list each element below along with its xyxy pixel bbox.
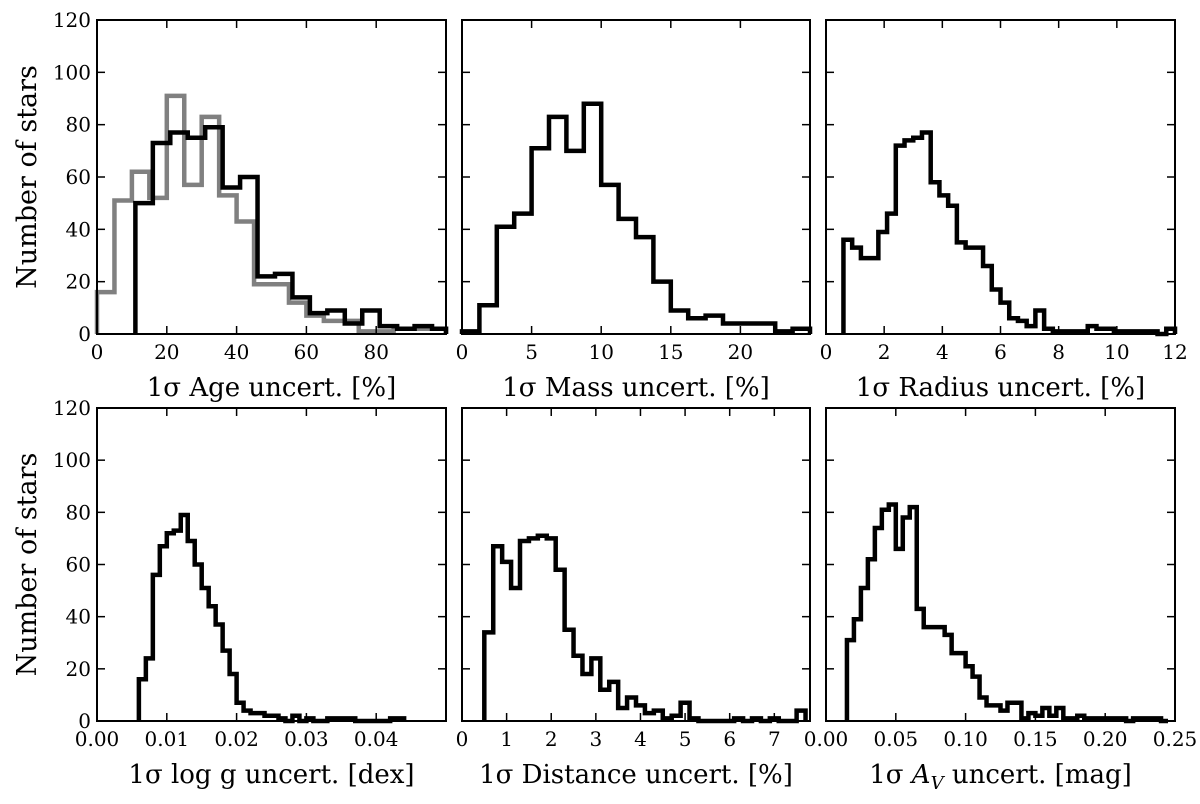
panel-2: 0 5 10 15 20 1σ Mass uncert. [%] (456, 19, 813, 403)
y-tick-label: 20 (66, 270, 91, 294)
x-axis-label: 1σ Mass uncert. [%] (502, 373, 769, 403)
x-tick-label: 80 (363, 340, 388, 364)
y-tick-label: 60 (66, 165, 91, 189)
x-tick-label: 0.04 (354, 727, 399, 751)
histogram-series-1 (94, 93, 449, 334)
axes-frame (461, 19, 811, 335)
x-tick-label: 20 (154, 340, 179, 364)
y-axis-label: Number of stars (12, 65, 43, 289)
x-tick-label: 0.00 (804, 727, 849, 751)
x-tick-label: 40 (224, 340, 249, 364)
panel-5: 0 1 2 3 4 5 6 7 1σ Distance uncert. [%] (456, 407, 811, 790)
x-tick-label: 0.01 (145, 727, 190, 751)
x-tick-label: 0 (820, 340, 833, 364)
x-tick-label: 5 (679, 727, 692, 751)
x-tick-label: 3 (589, 727, 602, 751)
x-tick-label: 0 (91, 340, 104, 364)
y-axis-label: Number of stars (12, 453, 43, 677)
y-tick-label: 100 (53, 60, 91, 84)
axes-frame (96, 407, 447, 722)
x-tick-label: 0.00 (75, 727, 120, 751)
x-tick-label: 4 (634, 727, 647, 751)
x-axis-label: 1σ Age uncert. [%] (147, 373, 396, 403)
x-tick-label: 10 (588, 340, 613, 364)
x-tick-label: 0.03 (284, 727, 329, 751)
y-tick-label: 80 (66, 500, 91, 524)
x-axis-label: 1σ log g uncert. [dex] (128, 760, 414, 790)
y-tick-label: 0 (78, 322, 91, 346)
y-tick-label: 120 (53, 396, 91, 420)
x-tick-label: 6 (994, 340, 1007, 364)
histogram-series-2 (133, 125, 449, 334)
x-tick-label: 0.20 (1083, 727, 1128, 751)
x-tick-label: 0.15 (1013, 727, 1058, 751)
histogram-series-1 (136, 512, 407, 724)
histogram-series-1 (459, 101, 813, 334)
x-tick-label: 5 (525, 340, 538, 364)
y-tick-label: 0 (78, 709, 91, 733)
x-tick-label: 0 (456, 727, 469, 751)
x-tick-label: 0.25 (1153, 727, 1198, 751)
panel-6: 0.00 0.05 0.10 0.15 0.20 0.25 1σ AV uncert. [m… (804, 407, 1198, 794)
x-tick-label: 8 (1052, 340, 1065, 364)
x-tick-label: 6 (723, 727, 736, 751)
panel-3: 0 2 4 6 8 10 12 1σ Radius uncert. [%] (820, 19, 1188, 403)
x-axis-label: 1σ Radius uncert. [%] (856, 373, 1145, 403)
y-tick-label: 40 (66, 605, 91, 629)
panel-4: 0.00 0.01 0.02 0.03 0.04 0 20 40 60 80 100 120 1σ lo… (12, 396, 447, 790)
x-axis-label: 1σ AV uncert. [mag] (869, 760, 1132, 794)
x-tick-label: 0.02 (214, 727, 259, 751)
y-tick-label: 120 (53, 8, 91, 32)
x-tick-label: 1 (500, 727, 513, 751)
histogram-series-1 (482, 533, 808, 724)
x-tick-label: 12 (1162, 340, 1187, 364)
y-tick-label: 60 (66, 553, 91, 577)
x-tick-label: 0.10 (943, 727, 988, 751)
x-axis-label: 1σ Distance uncert. [%] (479, 760, 793, 790)
axes-frame (461, 407, 811, 722)
panel-1: 0 20 40 60 80 0 20 40 60 80 100 120 1σ Age uncert. [… (12, 8, 449, 403)
axes-frame (825, 407, 1176, 722)
y-tick-label: 20 (66, 657, 91, 681)
x-tick-label: 20 (728, 340, 753, 364)
x-tick-label: 15 (658, 340, 683, 364)
histogram-series-1 (844, 502, 1169, 724)
y-tick-label: 40 (66, 217, 91, 241)
y-tick-label: 80 (66, 113, 91, 137)
axes-frame (825, 19, 1176, 335)
x-tick-label: 60 (294, 340, 319, 364)
histogram-series-1 (841, 130, 1178, 337)
x-tick-label: 2 (545, 727, 558, 751)
x-tick-label: 10 (1104, 340, 1129, 364)
x-tick-label: 0 (456, 340, 469, 364)
x-tick-label: 7 (768, 727, 781, 751)
x-tick-label: 2 (878, 340, 891, 364)
x-tick-label: 0.05 (874, 727, 919, 751)
y-tick-label: 100 (53, 448, 91, 472)
x-tick-label: 4 (936, 340, 949, 364)
